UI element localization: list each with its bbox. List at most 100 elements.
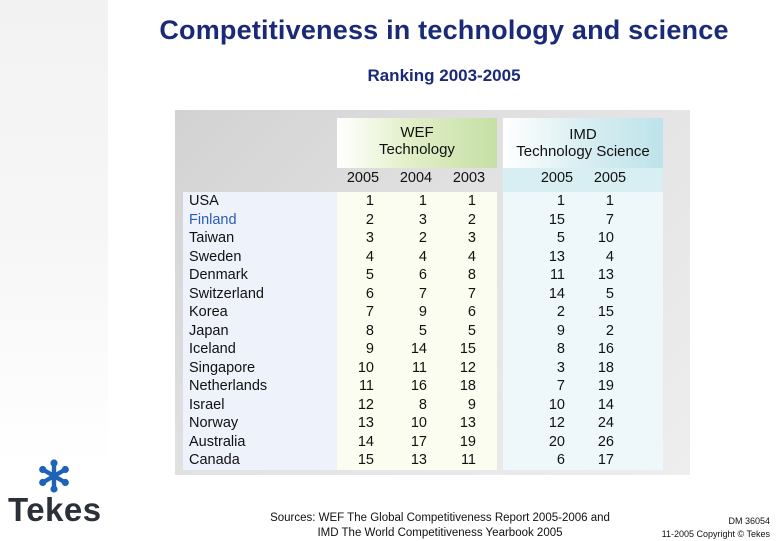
table-row: Finland 2 3 2 15 7 — [0, 212, 780, 230]
page-title: Competitiveness in technology and scienc… — [159, 15, 729, 45]
wef-2003-rank: 6 — [467, 304, 476, 320]
wef-2004-rank: 3 — [418, 211, 427, 228]
table-row: Japan 8 5 5 9 2 — [0, 323, 780, 341]
copyright-note: 11-2005 Copyright © Tekes — [661, 529, 770, 539]
wef-2004-rank: 2 — [418, 230, 427, 246]
table-row: Norway 13 10 13 12 24 — [0, 415, 780, 433]
wef-2004-rank: 9 — [418, 304, 427, 320]
imd-science-rank: 14 — [597, 396, 614, 413]
table-row: Israel 12 8 9 10 14 — [0, 397, 780, 415]
table-row: Sweden 4 4 4 13 4 — [0, 249, 780, 267]
imd-header-line1: IMD — [569, 126, 597, 143]
wef-2005-rank: 4 — [365, 248, 374, 265]
wef-2005-rank: 8 — [365, 322, 374, 339]
table-row: Denmark 5 6 8 11 13 — [0, 267, 780, 285]
imd-technology-rank: 10 — [548, 396, 565, 413]
wef-2003-rank: 18 — [459, 378, 476, 394]
wef-2003-rank: 11 — [460, 452, 476, 468]
imd-science-rank: 5 — [605, 285, 614, 302]
year-wef-2005: 2005 — [346, 170, 380, 186]
wef-2003-rank: 2 — [467, 211, 476, 228]
imd-header-line2: Technology Science — [516, 143, 650, 160]
imd-science-rank: 24 — [597, 415, 614, 431]
wef-2005-rank: 13 — [357, 415, 374, 431]
wef-header-line2: Technology — [379, 141, 455, 158]
imd-header: IMD Technology Science — [503, 118, 663, 168]
wef-2005-rank: 5 — [365, 267, 374, 283]
wef-2005-rank: 1 — [365, 193, 374, 209]
left-gradient-band — [0, 0, 108, 470]
imd-technology-rank: 2 — [556, 304, 565, 320]
table-row: Iceland 9 14 15 8 16 — [0, 341, 780, 359]
imd-technology-rank: 11 — [549, 267, 565, 283]
wef-2004-rank: 16 — [410, 378, 427, 394]
year-header-row: 2005 2004 2003 2005 2005 — [0, 170, 780, 188]
wef-2003-rank: 5 — [467, 322, 476, 339]
table-row: Switzerland 6 7 7 14 5 — [0, 286, 780, 304]
imd-science-rank: 19 — [597, 378, 614, 394]
imd-science-rank: 7 — [605, 211, 614, 228]
table-row: Australia 14 17 19 20 26 — [0, 434, 780, 452]
table-row: Taiwan 3 2 3 5 10 — [0, 230, 780, 248]
imd-science-rank: 16 — [597, 341, 614, 357]
country-cell: Denmark — [189, 267, 248, 283]
document-id: DM 36054 11-2005 Copyright © Tekes — [662, 515, 770, 541]
wef-2004-rank: 13 — [410, 452, 427, 468]
country-cell: Canada — [189, 452, 240, 468]
wef-2005-rank: 7 — [365, 304, 374, 320]
imd-science-rank: 2 — [605, 322, 614, 339]
year-wef-2003: 2003 — [452, 170, 486, 186]
imd-column-bg — [503, 192, 663, 470]
wef-2003-rank: 3 — [467, 230, 476, 246]
imd-technology-rank: 13 — [548, 248, 565, 265]
wef-header: WEF Technology — [337, 118, 497, 168]
tekes-logo-icon — [39, 459, 69, 493]
wef-column-bg — [337, 192, 497, 470]
wef-2003-rank: 8 — [467, 267, 476, 283]
imd-science-rank: 1 — [605, 193, 614, 209]
country-cell: Iceland — [189, 341, 236, 357]
wef-2003-rank: 7 — [467, 285, 476, 302]
wef-2005-rank: 3 — [365, 230, 374, 246]
country-cell: Taiwan — [189, 230, 235, 246]
wef-2003-rank: 4 — [467, 248, 476, 265]
document-number: DM 36054 — [728, 516, 770, 526]
sources-note: Sources: WEF The Global Competitiveness … — [240, 511, 640, 541]
wef-2003-rank: 19 — [459, 433, 476, 450]
wef-2005-rank: 2 — [365, 211, 374, 228]
imd-technology-rank: 1 — [556, 193, 565, 209]
wef-2005-rank: 15 — [357, 452, 374, 468]
country-cell: Norway — [189, 415, 239, 431]
wef-2003-rank: 13 — [459, 415, 476, 431]
imd-technology-rank: 3 — [556, 359, 565, 376]
country-cell: Finland — [189, 211, 237, 228]
imd-technology-rank: 8 — [556, 341, 565, 357]
wef-header-line1: WEF — [400, 124, 434, 141]
year-imd-tech: 2005 — [540, 170, 574, 186]
page-subtitle: Ranking 2003-2005 — [367, 66, 521, 85]
imd-technology-rank: 12 — [548, 415, 565, 431]
wef-2004-rank: 4 — [418, 248, 427, 265]
table-row: Korea 7 9 6 2 15 — [0, 304, 780, 322]
country-cell: Japan — [189, 322, 229, 339]
country-cell: Korea — [189, 304, 228, 320]
imd-years-bg — [503, 168, 663, 192]
wef-2004-rank: 14 — [410, 341, 427, 357]
year-imd-science: 2005 — [593, 170, 627, 186]
imd-technology-rank: 9 — [556, 322, 565, 339]
country-cell: Australia — [189, 433, 246, 450]
wef-2005-rank: 11 — [358, 378, 374, 394]
country-cell: Netherlands — [189, 378, 268, 394]
wef-2004-rank: 7 — [418, 285, 427, 302]
country-cell: Sweden — [189, 248, 242, 265]
wef-2005-rank: 14 — [357, 433, 374, 450]
wef-2005-rank: 6 — [365, 285, 374, 302]
wef-2004-rank: 5 — [418, 322, 427, 339]
imd-science-rank: 18 — [597, 359, 614, 376]
imd-science-rank: 26 — [597, 433, 614, 450]
country-cell: Israel — [189, 396, 225, 413]
wef-2005-rank: 12 — [357, 396, 374, 413]
wef-2003-rank: 15 — [459, 341, 476, 357]
country-cell: Singapore — [189, 359, 256, 376]
imd-science-rank: 13 — [597, 267, 614, 283]
